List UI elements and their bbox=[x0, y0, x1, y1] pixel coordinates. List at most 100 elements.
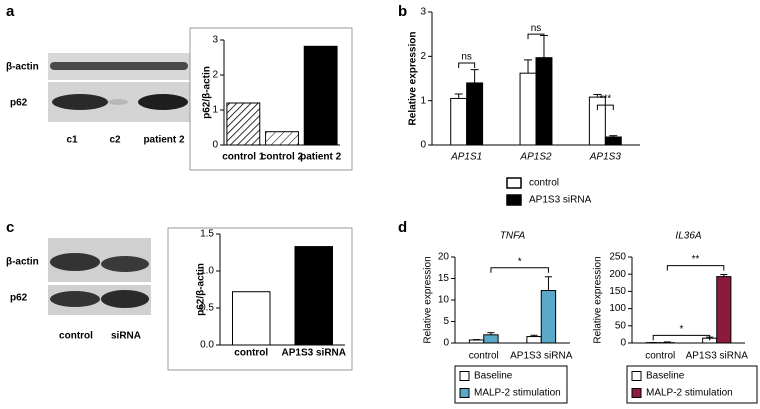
x-tick-label: control bbox=[645, 351, 675, 362]
y-axis-label: p62/β-actin bbox=[202, 66, 213, 119]
significance-label: ** bbox=[692, 254, 700, 265]
significance-label: ns bbox=[461, 52, 472, 63]
x-tick-label: control bbox=[469, 351, 499, 362]
legend-swatch bbox=[506, 177, 522, 189]
blot-lane-label: c1 bbox=[66, 135, 78, 146]
x-tick-label: AP1S1 bbox=[450, 152, 482, 163]
significance-bracket bbox=[458, 62, 476, 68]
x-tick-label: AP1S3 siRNA bbox=[686, 351, 749, 362]
legend-box bbox=[626, 365, 758, 404]
blot-image bbox=[48, 53, 190, 122]
bar bbox=[716, 276, 732, 344]
panel-label: a bbox=[6, 3, 15, 20]
blot-row-label: β-actin bbox=[6, 62, 39, 73]
y-tick-label: 2 bbox=[212, 70, 218, 81]
significance-bracket bbox=[666, 265, 725, 271]
blot-row-label: p62 bbox=[10, 98, 28, 109]
x-tick-label: AP1S3 bbox=[589, 152, 622, 163]
y-tick-label: 2 bbox=[420, 51, 426, 62]
y-tick-label: 0.0 bbox=[200, 340, 214, 351]
significance-bracket bbox=[527, 33, 545, 40]
bar bbox=[450, 97, 468, 146]
legend-swatch bbox=[631, 388, 642, 398]
blot-image bbox=[48, 238, 151, 315]
x-tick-label: control bbox=[234, 348, 268, 359]
significance-bracket bbox=[652, 334, 711, 341]
legend-label: AP1S3 siRNA bbox=[529, 195, 592, 206]
legend-swatch bbox=[506, 194, 522, 206]
x-tick-label: AP1S3 siRNA bbox=[282, 348, 346, 359]
chart-frame bbox=[189, 27, 353, 171]
bar bbox=[294, 246, 333, 346]
y-tick-label: 150 bbox=[609, 286, 626, 297]
x-tick-label: control 1 bbox=[222, 152, 265, 163]
x-tick-label: AP1S3 siRNA bbox=[510, 351, 573, 362]
bar bbox=[526, 336, 542, 344]
y-tick-label: 0.5 bbox=[200, 303, 214, 314]
panel-label: c bbox=[6, 219, 14, 236]
chart-frame bbox=[167, 227, 353, 371]
y-tick-label: 15 bbox=[438, 273, 450, 284]
significance-label: * bbox=[679, 324, 683, 335]
y-tick-label: 0 bbox=[443, 338, 449, 349]
panel-label: d bbox=[398, 219, 407, 236]
y-tick-label: 1 bbox=[420, 95, 426, 106]
significance-bracket bbox=[490, 267, 549, 273]
bar bbox=[604, 136, 622, 146]
bar bbox=[519, 72, 537, 146]
legend-label: Baseline bbox=[474, 371, 513, 382]
y-tick-label: 3 bbox=[212, 35, 218, 46]
bar bbox=[483, 334, 499, 344]
legend-swatch bbox=[459, 388, 470, 398]
y-tick-label: 0 bbox=[620, 338, 626, 349]
chart-title: TNFA bbox=[500, 231, 526, 242]
blot-row-label: p62 bbox=[10, 293, 28, 304]
bar bbox=[265, 131, 299, 146]
bar bbox=[232, 291, 271, 346]
y-tick-label: 0 bbox=[212, 140, 218, 151]
legend-label: Baseline bbox=[646, 371, 685, 382]
x-tick-label: control 2 bbox=[261, 152, 304, 163]
y-tick-label: 0 bbox=[420, 140, 426, 151]
y-tick-label: 1.0 bbox=[200, 266, 214, 277]
significance-bracket bbox=[596, 104, 614, 111]
bar bbox=[466, 82, 484, 146]
blot-lane-label: control bbox=[59, 331, 93, 342]
y-tick-label: 1.5 bbox=[200, 229, 214, 240]
x-tick-label: AP1S2 bbox=[519, 152, 552, 163]
y-tick-label: 200 bbox=[609, 269, 626, 280]
y-tick-label: 5 bbox=[443, 316, 449, 327]
bar bbox=[468, 339, 485, 344]
significance-label: * bbox=[518, 256, 522, 267]
legend-label: control bbox=[529, 178, 559, 189]
legend-swatch bbox=[631, 371, 642, 381]
blot-lane-label: c2 bbox=[109, 135, 121, 146]
x-tick-label: patient 2 bbox=[300, 152, 342, 163]
blot-lane-label: siRNA bbox=[111, 331, 141, 342]
y-tick-label: 20 bbox=[438, 252, 450, 263]
y-tick-label: 50 bbox=[615, 320, 627, 331]
bar bbox=[535, 57, 553, 146]
y-tick-label: 250 bbox=[609, 252, 626, 263]
y-tick-label: 1 bbox=[212, 105, 218, 116]
legend-label: MALP-2 stimulation bbox=[474, 388, 561, 399]
significance-label: *** bbox=[599, 94, 611, 105]
bar bbox=[303, 45, 338, 146]
legend-label: MALP-2 stimulation bbox=[646, 388, 733, 399]
y-axis-label: Relative expression bbox=[593, 256, 604, 343]
bar bbox=[540, 290, 557, 344]
chart-title: IL36A bbox=[675, 231, 701, 242]
blot-lane-label: patient 2 bbox=[143, 135, 185, 146]
bar bbox=[588, 96, 606, 146]
y-tick-label: 10 bbox=[438, 295, 450, 306]
panel-label: b bbox=[398, 3, 407, 20]
bar bbox=[226, 102, 261, 146]
blot-row-label: β-actin bbox=[6, 257, 39, 268]
legend-box bbox=[454, 365, 568, 404]
y-axis-label: p62/β-actin bbox=[196, 263, 207, 316]
y-axis-label: Relative expression bbox=[423, 256, 434, 343]
y-tick-label: 100 bbox=[609, 303, 626, 314]
y-tick-label: 3 bbox=[420, 7, 426, 18]
significance-label: ns bbox=[531, 23, 542, 34]
y-axis-label: Relative expression bbox=[408, 32, 419, 126]
